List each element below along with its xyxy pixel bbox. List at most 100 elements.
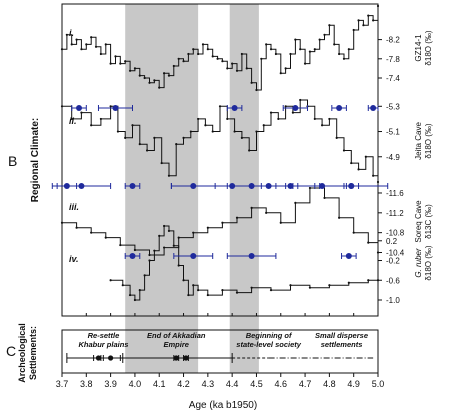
series-point [376, 4, 380, 8]
series-point [269, 289, 273, 292]
right-axis-title-name: G. ruber [414, 248, 423, 278]
series-point [328, 284, 331, 287]
settlement-event-label: Empire [164, 340, 189, 349]
series-point [279, 72, 282, 75]
right-axis-tick-label: -11.6 [386, 189, 404, 198]
series-point [206, 226, 209, 229]
right-axis-title-name: GZ14-1 [414, 34, 423, 62]
series-point [187, 293, 190, 297]
series-point [231, 62, 234, 65]
series-point [372, 19, 375, 22]
x-tick-label: 3.7 [56, 379, 69, 389]
series-point [124, 136, 127, 139]
series-point [90, 231, 93, 234]
age-control-point [292, 105, 299, 111]
series-point [124, 60, 127, 63]
series-point [167, 229, 171, 233]
series-point [128, 293, 132, 297]
series-point [60, 105, 64, 108]
series-point [116, 130, 120, 133]
series-point [128, 69, 132, 72]
right-axis-title: Jeita Cave δ18O (‰) [414, 122, 433, 160]
series-line-2 [62, 99, 379, 182]
series-point [172, 244, 175, 247]
series-line-3 [62, 187, 379, 256]
series-point [221, 221, 224, 224]
series-point [121, 284, 124, 287]
x-axis-label: Age (ka b1950) [189, 400, 257, 411]
series-point [90, 36, 93, 39]
x-tick-label: 4.2 [177, 379, 190, 389]
right-axis-tick-label: -5.1 [386, 128, 400, 137]
series-point [367, 279, 370, 282]
series-label: ii. [69, 116, 77, 126]
series-point [75, 226, 78, 229]
series-point [226, 67, 229, 70]
right-axis-title-unit: δ18O (‰) [424, 245, 433, 280]
series-point [335, 136, 338, 139]
series-point [277, 117, 280, 121]
series-point [218, 105, 222, 108]
series-point [197, 117, 200, 121]
series-point [235, 291, 239, 294]
settlement-event-label: state-level society [236, 340, 301, 349]
series-point [284, 67, 287, 70]
series-point [187, 52, 190, 56]
series-point [143, 274, 146, 277]
x-tick-label: 4.6 [275, 379, 288, 389]
series-point [260, 57, 263, 60]
series-point [153, 249, 156, 252]
x-tick-label: 4.7 [299, 379, 312, 389]
series-point [104, 43, 107, 46]
series-point [291, 111, 295, 114]
series-point [201, 43, 205, 46]
panel-letter-b: B [8, 153, 17, 169]
series-point [70, 117, 73, 121]
series-point [60, 221, 64, 224]
age-control-point [190, 183, 197, 189]
climate-series: i. ii. iii. iv. [60, 4, 380, 302]
series-point [192, 48, 195, 51]
series-point [240, 136, 243, 139]
series-point [182, 136, 185, 139]
series-point [342, 57, 346, 60]
series-point [109, 105, 112, 108]
x-tick-label: 4.4 [226, 379, 239, 389]
series-point [265, 211, 268, 214]
series-point [221, 289, 224, 292]
panel-b-frame [61, 3, 379, 317]
series-point [138, 143, 141, 146]
x-tick-label: 4.5 [250, 379, 263, 389]
x-tick-label: 4.9 [347, 379, 360, 389]
age-control-point [287, 183, 294, 189]
series-point [240, 52, 243, 56]
series-point [323, 33, 326, 36]
right-axis-title-unit: δ18O (‰) [424, 123, 433, 158]
series-point [338, 216, 341, 219]
right-axis-tick-label: -1.0 [386, 296, 400, 305]
series-point [80, 48, 83, 51]
series-point [367, 241, 370, 244]
regional-climate-label: Regional Climate: [30, 118, 41, 202]
series-point [189, 130, 192, 133]
age-control-point [248, 253, 255, 259]
series-point [362, 24, 365, 27]
series-point [133, 298, 137, 302]
series-point [153, 136, 156, 139]
series-point [182, 60, 185, 63]
settlement-event-label: settlements [321, 340, 363, 349]
shaded-interval [125, 4, 199, 373]
series-point [333, 43, 336, 46]
series-point [350, 161, 353, 165]
series-point [211, 55, 214, 58]
right-axis-title: Soreq Cave δ13C (‰) [414, 200, 433, 243]
series-point [99, 117, 102, 121]
series-point [269, 48, 273, 51]
series-point [162, 72, 166, 75]
shaded-intervals [125, 4, 259, 373]
right-axis-tick-label: -8.2 [386, 36, 400, 45]
series-point [250, 206, 253, 209]
series-point [308, 286, 312, 289]
series-line-1 [62, 6, 379, 91]
